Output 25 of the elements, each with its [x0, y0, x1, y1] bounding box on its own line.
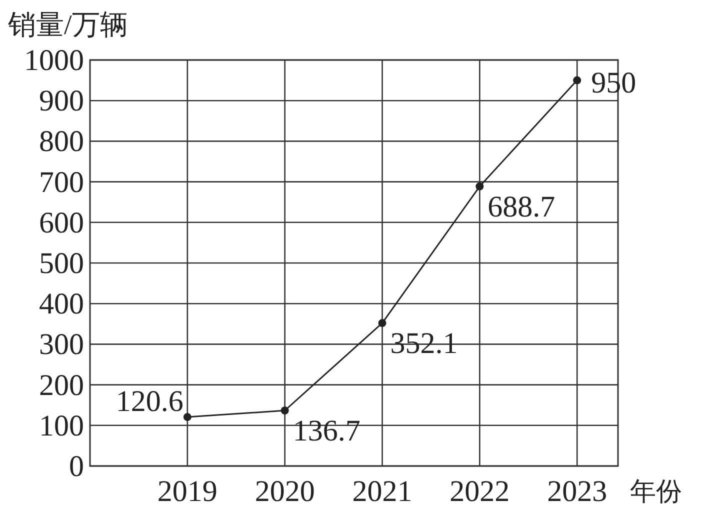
point — [476, 182, 484, 190]
point — [280, 406, 289, 414]
x-tick-label: 2022 — [450, 475, 510, 507]
point — [573, 76, 582, 84]
x-tick-label: 2023 — [547, 475, 608, 507]
y-tick-label: 200 — [39, 368, 84, 402]
y-tick-label: 0 — [69, 450, 84, 483]
y-tick-label: 100 — [39, 409, 84, 442]
point — [378, 319, 386, 328]
y-tick-label: 400 — [39, 288, 84, 321]
data-label: 120.6 — [116, 385, 184, 418]
y-tick-label: 500 — [39, 247, 84, 280]
y-tick-label: 800 — [39, 125, 84, 158]
y-tick-label: 900 — [39, 84, 84, 118]
y-axis-title: 销量/万辆 — [7, 10, 128, 41]
x-tick-label: 2020 — [254, 475, 315, 507]
y-tick-label: 300 — [39, 328, 84, 362]
x-axis-title: 年份 — [630, 477, 682, 506]
x-tick-label: 2021 — [352, 475, 412, 507]
y-tick-label: 700 — [39, 166, 84, 199]
data-label: 688.7 — [488, 190, 556, 224]
y-tick-label: 600 — [39, 206, 84, 240]
x-tick-label: 2019 — [157, 475, 218, 507]
y-tick-label: 1000 — [24, 44, 84, 77]
point — [183, 413, 192, 422]
